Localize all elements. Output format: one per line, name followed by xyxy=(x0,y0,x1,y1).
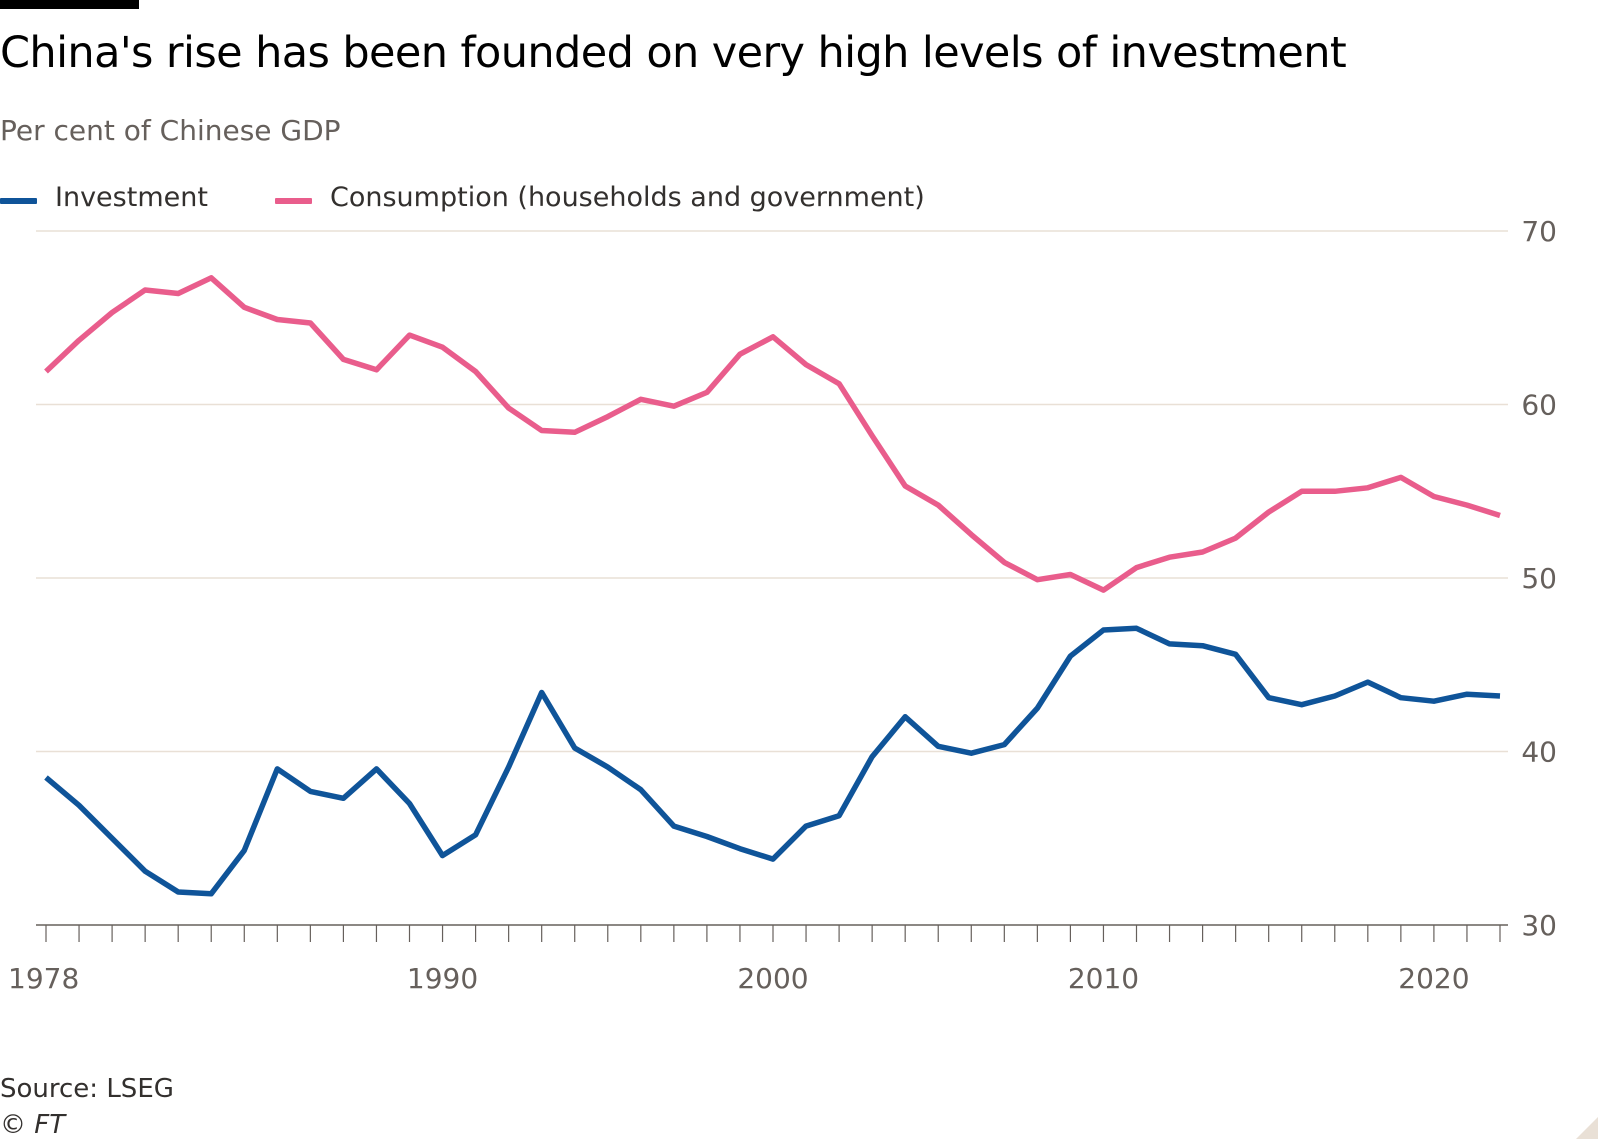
series-line-consumption xyxy=(44,275,1501,593)
chart-subtitle: Per cent of Chinese GDP xyxy=(0,114,341,147)
y-axis-tick-labels: 30 40 50 60 70 xyxy=(1521,215,1557,942)
legend-label-investment: Investment xyxy=(55,182,208,213)
x-tick-label-2010: 2010 xyxy=(1068,962,1139,995)
gridlines xyxy=(36,230,1508,753)
x-axis: 1978 1990 2000 2010 2020 xyxy=(8,924,1508,995)
chart-title: China's rise has been founded on very hi… xyxy=(0,28,1347,78)
x-tick-label-1990: 1990 xyxy=(407,962,478,995)
legend-swatch-consumption xyxy=(275,198,312,204)
y-tick-label-30: 30 xyxy=(1521,909,1557,942)
y-tick-label-70: 70 xyxy=(1521,215,1557,248)
corner-fold-icon xyxy=(1576,1117,1598,1139)
x-tick-label-2000: 2000 xyxy=(737,962,808,995)
y-tick-label-60: 60 xyxy=(1521,389,1557,422)
legend-label-consumption: Consumption (households and government) xyxy=(330,182,925,213)
series-lines xyxy=(44,275,1501,897)
ft-top-bar xyxy=(0,0,139,9)
x-tick-label-1978: 1978 xyxy=(8,962,79,995)
source-note: Source: LSEG xyxy=(0,1074,174,1104)
y-tick-label-50: 50 xyxy=(1521,562,1557,595)
legend-swatch-investment xyxy=(0,198,37,204)
y-tick-label-40: 40 xyxy=(1521,736,1557,769)
x-tick-label-2020: 2020 xyxy=(1398,962,1469,995)
series-line-investment xyxy=(44,625,1501,897)
ft-credit: © FT xyxy=(0,1110,66,1140)
